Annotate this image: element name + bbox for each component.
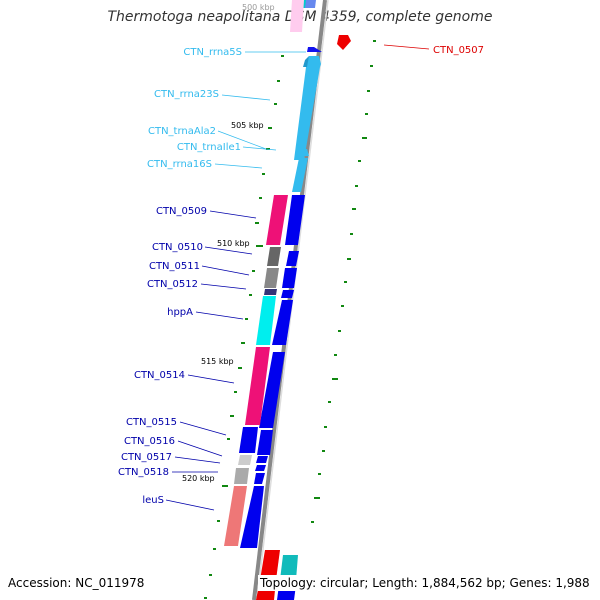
topology-value: circular (319, 576, 365, 590)
coordinate-ticks: 500 kbp 505 kbp 510 kbp 515 kbp 520 kbp (182, 3, 275, 483)
genes-value: 1,988 (555, 576, 590, 590)
accession-info: Accession: NC_011978 (6, 575, 147, 591)
gene-label: CTN_trnaIle1 (177, 142, 241, 153)
feature-rrna16S-arrow (292, 158, 308, 192)
topology-info: Topology: circular; Length: 1,884,562 bp… (258, 575, 592, 591)
feature-trna-arrows (296, 149, 309, 156)
feature-0515-blue (239, 427, 258, 453)
feature-top-pink (290, 0, 304, 32)
feature-0516-grey (238, 455, 252, 465)
feature-top-blue (304, 0, 316, 8)
feature-0509-pink (266, 195, 288, 245)
gene-label: CTN_0514 (134, 370, 185, 381)
feature-bottom-red (260, 550, 280, 580)
feature-0511-grey (264, 268, 279, 288)
tick-label-500kbp: 500 kbp (242, 3, 275, 12)
gene-label: CTN_trnaAla2 (148, 126, 216, 137)
feature-0511-arrow (282, 268, 297, 288)
feature-0510-arrow (286, 251, 299, 266)
feature-0516-arrow (256, 456, 268, 463)
feature-0512-arrow (281, 290, 294, 298)
length-value: 1,884,562 bp (421, 576, 502, 590)
feature-0515-arrow (257, 430, 273, 455)
feature-0518-grey (234, 468, 249, 484)
gene-label: CTN_0509 (156, 206, 207, 217)
tick-label-515kbp: 515 kbp (201, 357, 234, 366)
gene-label: CTN_rrna23S (154, 89, 219, 100)
tick-label-520kbp: 520 kbp (182, 474, 215, 483)
tick-label-510kbp: 510 kbp (217, 239, 250, 248)
accession-label: Accession: (8, 576, 72, 590)
length-label: Length: (372, 576, 418, 590)
gene-label: CTN_0518 (118, 467, 169, 478)
genes-label: Genes: (509, 576, 552, 590)
gene-labels: CTN_rrna5S CTN_rrna23S CTN_trnaAla2 CTN_… (118, 45, 484, 506)
feature-rrna23S-arrow (294, 56, 321, 160)
feature-0509-arrow (285, 195, 305, 245)
feature-0512-dark (264, 289, 277, 295)
feature-hppA-cyan (256, 296, 276, 345)
feature-0514-pink (245, 347, 270, 425)
reverse-strand-track (224, 0, 351, 600)
feature-0510-grey (267, 247, 281, 266)
feature-0518-arrow (254, 473, 265, 484)
gene-label: CTN_0510 (152, 242, 203, 253)
gene-label: hppA (167, 307, 193, 318)
feature-bottom-teal (280, 555, 298, 580)
tick-label-505kbp: 505 kbp (231, 121, 264, 130)
label-leaders (165, 44, 430, 511)
gene-label: CTN_0515 (126, 417, 177, 428)
gene-label: CTN_0507 (433, 45, 484, 56)
feature-0514-arrow (259, 352, 285, 428)
gene-label: CTN_0512 (147, 279, 198, 290)
gene-label: CTN_rrna16S (147, 159, 212, 170)
topology-label: Topology: (260, 576, 317, 590)
gene-label: CTN_rrna5S (183, 47, 242, 58)
feature-rrna5S-arrow (307, 47, 322, 52)
gene-label: CTN_0516 (124, 436, 175, 447)
gene-label: leuS (142, 495, 164, 506)
feature-0517-arrow (255, 465, 266, 471)
feature-leuS-salmon (224, 486, 247, 546)
feature-leuS-arrow (240, 486, 264, 548)
forward-strand-track (240, 0, 322, 600)
gene-label: CTN_0517 (121, 452, 172, 463)
feature-hppA-arrow (272, 300, 293, 345)
feature-0507-arrow (337, 35, 351, 50)
gene-label: CTN_0511 (149, 261, 200, 272)
accession-value: NC_011978 (75, 576, 145, 590)
